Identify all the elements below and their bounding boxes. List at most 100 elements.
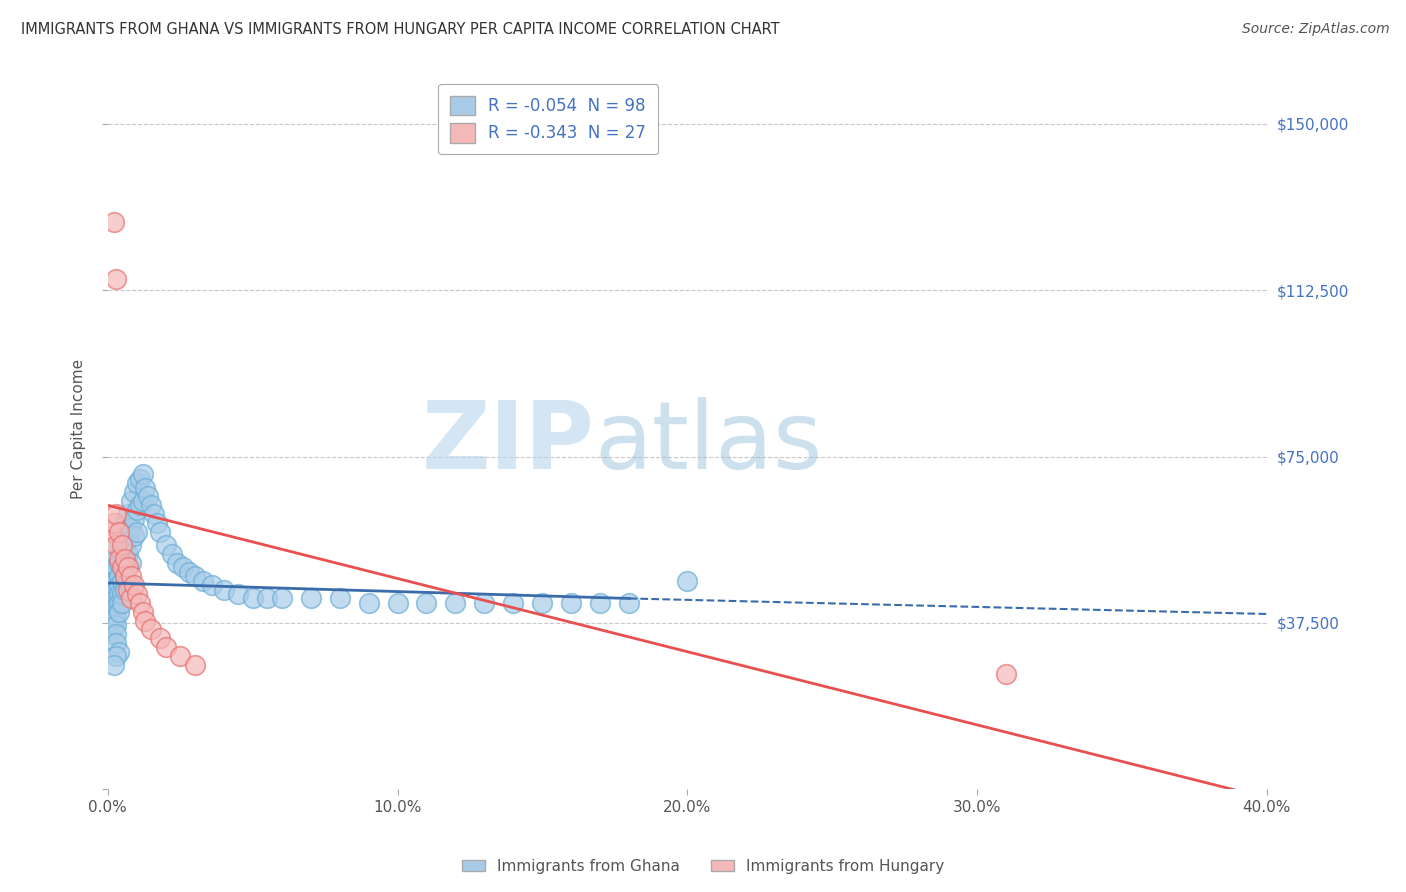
Point — [212, 582, 235, 597]
Point — [111, 574, 134, 588]
Point — [100, 524, 122, 539]
Point — [105, 618, 128, 632]
Point — [299, 591, 322, 606]
Point — [103, 560, 125, 574]
Point — [105, 507, 128, 521]
Point — [100, 574, 122, 588]
Point — [122, 529, 145, 543]
Point — [149, 632, 172, 646]
Point — [114, 516, 136, 530]
Point — [994, 666, 1017, 681]
Point — [122, 578, 145, 592]
Point — [117, 529, 139, 543]
Point — [676, 574, 699, 588]
Point — [108, 587, 131, 601]
Point — [100, 600, 122, 615]
Text: ZIP: ZIP — [422, 397, 595, 489]
Point — [160, 547, 183, 561]
Point — [108, 524, 131, 539]
Point — [141, 623, 163, 637]
Point — [103, 600, 125, 615]
Text: IMMIGRANTS FROM GHANA VS IMMIGRANTS FROM HUNGARY PER CAPITA INCOME CORRELATION C: IMMIGRANTS FROM GHANA VS IMMIGRANTS FROM… — [21, 22, 780, 37]
Text: atlas: atlas — [595, 397, 823, 489]
Point — [114, 538, 136, 552]
Point — [270, 591, 292, 606]
Text: Source: ZipAtlas.com: Source: ZipAtlas.com — [1241, 22, 1389, 37]
Point — [105, 272, 128, 286]
Point — [105, 560, 128, 574]
Point — [103, 657, 125, 672]
Point — [122, 511, 145, 525]
Point — [226, 587, 249, 601]
Y-axis label: Per Capita Income: Per Capita Income — [72, 359, 86, 499]
Point — [117, 560, 139, 574]
Point — [111, 560, 134, 574]
Point — [155, 640, 177, 655]
Point — [120, 538, 142, 552]
Point — [111, 529, 134, 543]
Point — [619, 596, 641, 610]
Point — [100, 587, 122, 601]
Point — [114, 551, 136, 566]
Point — [111, 560, 134, 574]
Point — [100, 614, 122, 628]
Point — [128, 472, 150, 486]
Point — [117, 560, 139, 574]
Point — [125, 476, 148, 491]
Point — [131, 605, 153, 619]
Point — [114, 582, 136, 597]
Point — [117, 507, 139, 521]
Point — [169, 649, 191, 664]
Point — [105, 591, 128, 606]
Point — [105, 574, 128, 588]
Point — [108, 551, 131, 566]
Point — [103, 587, 125, 601]
Point — [105, 582, 128, 597]
Point — [108, 605, 131, 619]
Point — [146, 516, 169, 530]
Point — [114, 569, 136, 583]
Point — [103, 578, 125, 592]
Point — [415, 596, 437, 610]
Point — [589, 596, 612, 610]
Point — [105, 649, 128, 664]
Point — [125, 587, 148, 601]
Point — [131, 494, 153, 508]
Point — [108, 556, 131, 570]
Point — [329, 591, 352, 606]
Point — [100, 627, 122, 641]
Point — [105, 627, 128, 641]
Point — [111, 538, 134, 552]
Point — [111, 547, 134, 561]
Point — [105, 538, 128, 552]
Point — [560, 596, 582, 610]
Point — [108, 538, 131, 552]
Point — [131, 467, 153, 482]
Point — [105, 600, 128, 615]
Point — [103, 609, 125, 624]
Point — [100, 609, 122, 624]
Point — [108, 645, 131, 659]
Point — [134, 481, 156, 495]
Point — [114, 556, 136, 570]
Point — [105, 609, 128, 624]
Point — [122, 485, 145, 500]
Point — [172, 560, 194, 574]
Point — [120, 494, 142, 508]
Point — [105, 636, 128, 650]
Point — [201, 578, 224, 592]
Point — [125, 524, 148, 539]
Point — [108, 569, 131, 583]
Point — [128, 596, 150, 610]
Point — [134, 614, 156, 628]
Point — [141, 499, 163, 513]
Point — [100, 623, 122, 637]
Point — [103, 214, 125, 228]
Point — [120, 556, 142, 570]
Point — [474, 596, 496, 610]
Legend: Immigrants from Ghana, Immigrants from Hungary: Immigrants from Ghana, Immigrants from H… — [456, 853, 950, 880]
Point — [502, 596, 524, 610]
Point — [103, 569, 125, 583]
Point — [117, 547, 139, 561]
Point — [155, 538, 177, 552]
